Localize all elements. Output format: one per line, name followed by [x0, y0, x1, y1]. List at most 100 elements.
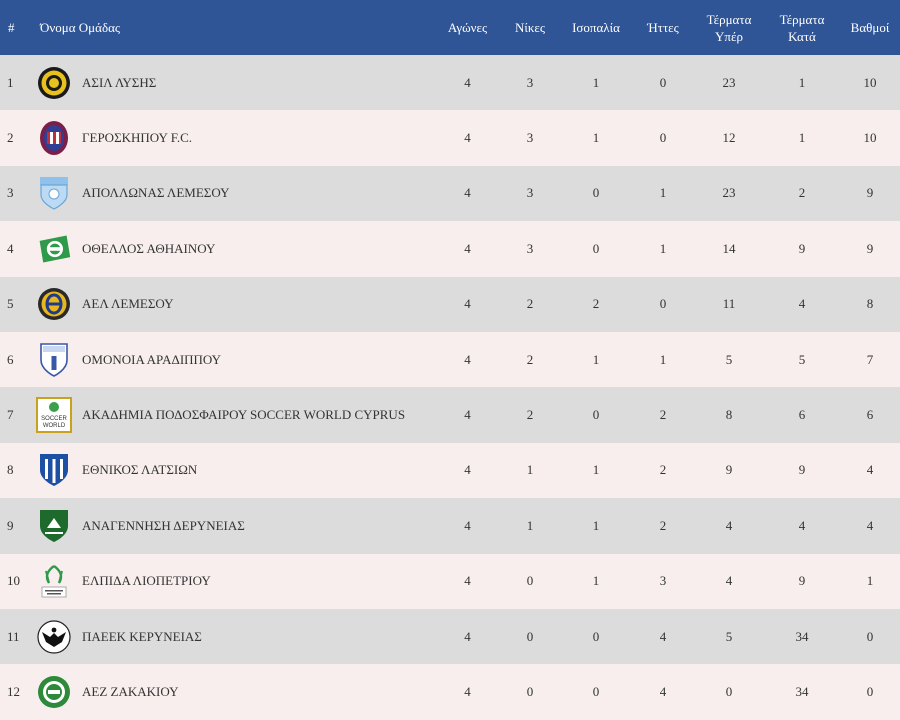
- header-team-name: Όνομα Ομάδας: [40, 20, 121, 35]
- team-cell: ΟΘΕΛΛΟΣ ΑΘΗΑΙΝΟΥ: [30, 221, 435, 276]
- draws-cell: 1: [592, 573, 600, 589]
- header-goals-for: Τέρματα Υπέρ: [694, 0, 764, 55]
- goals-for-cell: 14: [722, 240, 736, 256]
- wins-cell: 2: [526, 407, 534, 423]
- points-cell: 0: [866, 683, 874, 699]
- draws-cell: 0: [592, 240, 600, 256]
- team-name-link[interactable]: ΑΕΛ ΛΕΜΕΣΟΥ: [82, 296, 174, 312]
- table-row[interactable]: 4 ΟΘΕΛΛΟΣ ΑΘΗΑΙΝΟΥ 4 3 0 1 14 9 9: [0, 221, 900, 277]
- table-row[interactable]: 11 ΠΑΕΕΚ ΚΕΡΥΝΕΙΑΣ 4 0 0 4 5 34 0: [0, 608, 900, 665]
- goals-against-cell: 4: [798, 517, 806, 533]
- goals-against-cell: 4: [798, 296, 806, 312]
- wins-cell: 3: [526, 74, 534, 90]
- table-row[interactable]: 3 ΑΠΟΛΛΩΝΑΣ ΛΕΜΕΣΟΥ 4 3 0 1 23 2 9: [0, 165, 900, 222]
- wins-cell: 0: [526, 628, 534, 644]
- played-cell: 4: [464, 573, 471, 589]
- wins-cell: 3: [526, 130, 534, 146]
- goals-for-cell: 23: [722, 74, 736, 90]
- table-row[interactable]: 7 SOCCER WORLD ΑΚΑΔΗΜΙΑ ΠΟΔΟΣΦΑΙΡΟΥ SOCCER …: [0, 387, 900, 443]
- wins-cell: 3: [526, 240, 534, 256]
- goals-against-cell: 2: [798, 185, 806, 201]
- goals-for-cell: 8: [725, 407, 733, 423]
- team-name-link[interactable]: ΠΑΕΕΚ ΚΕΡΥΝΕΙΑΣ: [82, 628, 202, 644]
- header-wins: Νίκες: [514, 20, 546, 35]
- header-row: # Όνομα Ομάδας Αγώνες Νίκες Ισοπαλία Ήττ…: [0, 0, 900, 55]
- wins-cell: 2: [526, 351, 534, 367]
- table-row[interactable]: 8 ΕΘΝΙΚΟΣ ΛΑΤΣΙΩΝ 4 1 1 2 9 9 4: [0, 442, 900, 499]
- rank-cell: 4: [7, 240, 14, 256]
- played-cell: 4: [464, 628, 471, 644]
- losses-cell: 0: [659, 74, 667, 90]
- goals-against-cell: 1: [798, 130, 806, 146]
- table-row[interactable]: 12 ΑΕΖ ΖΑΚΑΚΙΟΥ 4 0 0 4 0 34 0: [0, 664, 900, 720]
- header-goals-against-line2: Κατά: [788, 28, 816, 44]
- team-cell: ΑΝΑΓΕΝΝΗΣΗ ΔΕΡΥΝΕΙΑΣ: [30, 498, 435, 553]
- played-cell: 4: [464, 296, 471, 312]
- team-name-link[interactable]: ΕΛΠΙΔΑ ΛΙΟΠΕΤΡΙΟΥ: [82, 573, 211, 589]
- rank-cell: 11: [7, 628, 20, 644]
- team-name-link[interactable]: ΑΚΑΔΗΜΙΑ ΠΟΔΟΣΦΑΙΡΟΥ SOCCER WORLD CYPRUS: [82, 407, 406, 423]
- draws-cell: 2: [592, 296, 600, 312]
- draws-cell: 0: [592, 683, 600, 699]
- team-name-link[interactable]: ΓΕΡΟΣΚΗΠΟΥ F.C.: [82, 130, 193, 146]
- header-goals-for-line1: Τέρματα: [706, 11, 752, 27]
- goals-against-cell: 34: [795, 628, 809, 644]
- table-row[interactable]: 2 ΓΕΡΟΣΚΗΠΟΥ F.C. 4 3 1 0 12 1 10: [0, 110, 900, 166]
- table-header: # Όνομα Ομάδας Αγώνες Νίκες Ισοπαλία Ήττ…: [0, 0, 900, 55]
- rank-cell: 8: [7, 462, 14, 478]
- team-cell: ΑΕΛ ΛΕΜΕΣΟΥ: [30, 277, 435, 332]
- losses-cell: 2: [659, 517, 667, 533]
- played-cell: 4: [464, 240, 471, 256]
- table-row[interactable]: 5 ΑΕΛ ΛΕΜΕΣΟΥ 4 2 2 0 11 4 8: [0, 276, 900, 332]
- rank-cell: 6: [7, 351, 14, 367]
- table-row[interactable]: 9 ΑΝΑΓΕΝΝΗΣΗ ΔΕΡΥΝΕΙΑΣ 4 1 1 2 4 4 4: [0, 498, 900, 554]
- played-cell: 4: [464, 351, 471, 367]
- draws-cell: 0: [592, 628, 600, 644]
- goals-against-cell: 9: [798, 462, 806, 478]
- team-name-link[interactable]: ΑΕΖ ΖΑΚΑΚΙΟΥ: [82, 683, 179, 699]
- team-name-link[interactable]: ΟΜΟΝΟΙΑ ΑΡΑΔΙΠΠΟΥ: [82, 351, 222, 367]
- table-row[interactable]: 10 ΕΛΠΙΔΑ ΛΙΟΠΕΤΡΙΟΥ 4 0 1 3 4 9 1: [0, 553, 900, 609]
- goals-for-cell: 0: [725, 683, 733, 699]
- ethnikos-latsion-crest-icon: [36, 452, 72, 488]
- team-name-link[interactable]: ΑΝΑΓΕΝΝΗΣΗ ΔΕΡΥΝΕΙΑΣ: [82, 517, 245, 533]
- points-cell: 10: [863, 74, 877, 90]
- losses-cell: 0: [659, 130, 667, 146]
- team-name-link[interactable]: ΑΠΟΛΛΩΝΑΣ ΛΕΜΕΣΟΥ: [82, 185, 230, 201]
- team-cell: ΓΕΡΟΣΚΗΠΟΥ F.C.: [30, 110, 435, 165]
- played-cell: 4: [464, 462, 471, 478]
- goals-against-cell: 9: [798, 573, 806, 589]
- losses-cell: 4: [659, 683, 667, 699]
- team-name-link[interactable]: ΕΘΝΙΚΟΣ ΛΑΤΣΙΩΝ: [82, 462, 198, 478]
- header-played: Αγώνες: [447, 20, 488, 35]
- paeek-eagle-crest-icon: [36, 619, 72, 655]
- goals-against-cell: 34: [795, 683, 809, 699]
- ael-crest-icon: [36, 286, 72, 322]
- rank-cell: 9: [7, 517, 14, 533]
- played-cell: 4: [464, 185, 471, 201]
- goals-against-cell: 5: [798, 351, 806, 367]
- table-row[interactable]: 1 ΑΣΙΛ ΛΥΣΗΣ 4 3 1 0 23 1 10: [0, 55, 900, 111]
- asil-lysis-crest-icon: [36, 65, 72, 101]
- omonoia-aradippou-crest-icon: [36, 342, 72, 378]
- draws-cell: 1: [592, 130, 600, 146]
- wins-cell: 0: [526, 573, 534, 589]
- rank-cell: 1: [7, 74, 14, 90]
- team-cell: ΑΠΟΛΛΩΝΑΣ ΛΕΜΕΣΟΥ: [30, 166, 435, 221]
- wins-cell: 3: [526, 185, 534, 201]
- team-name-link[interactable]: ΑΣΙΛ ΛΥΣΗΣ: [82, 74, 157, 90]
- losses-cell: 2: [659, 462, 667, 478]
- header-goals-against: Τέρματα Κατά: [764, 0, 840, 55]
- header-losses: Ήττες: [647, 20, 679, 35]
- played-cell: 4: [464, 517, 471, 533]
- team-name-link[interactable]: ΟΘΕΛΛΟΣ ΑΘΗΑΙΝΟΥ: [82, 240, 216, 256]
- team-cell: ΑΕΖ ΖΑΚΑΚΙΟΥ: [30, 664, 435, 719]
- header-goals-against-line1: Τέρματα: [779, 11, 825, 27]
- points-cell: 6: [866, 407, 874, 423]
- draws-cell: 0: [592, 407, 600, 423]
- table-row[interactable]: 6 ΟΜΟΝΟΙΑ ΑΡΑΔΙΠΠΟΥ 4 2 1 1 5 5 7: [0, 331, 900, 388]
- draws-cell: 1: [592, 462, 600, 478]
- team-cell: ΠΑΕΕΚ ΚΕΡΥΝΕΙΑΣ: [30, 609, 435, 664]
- goals-for-cell: 12: [722, 130, 736, 146]
